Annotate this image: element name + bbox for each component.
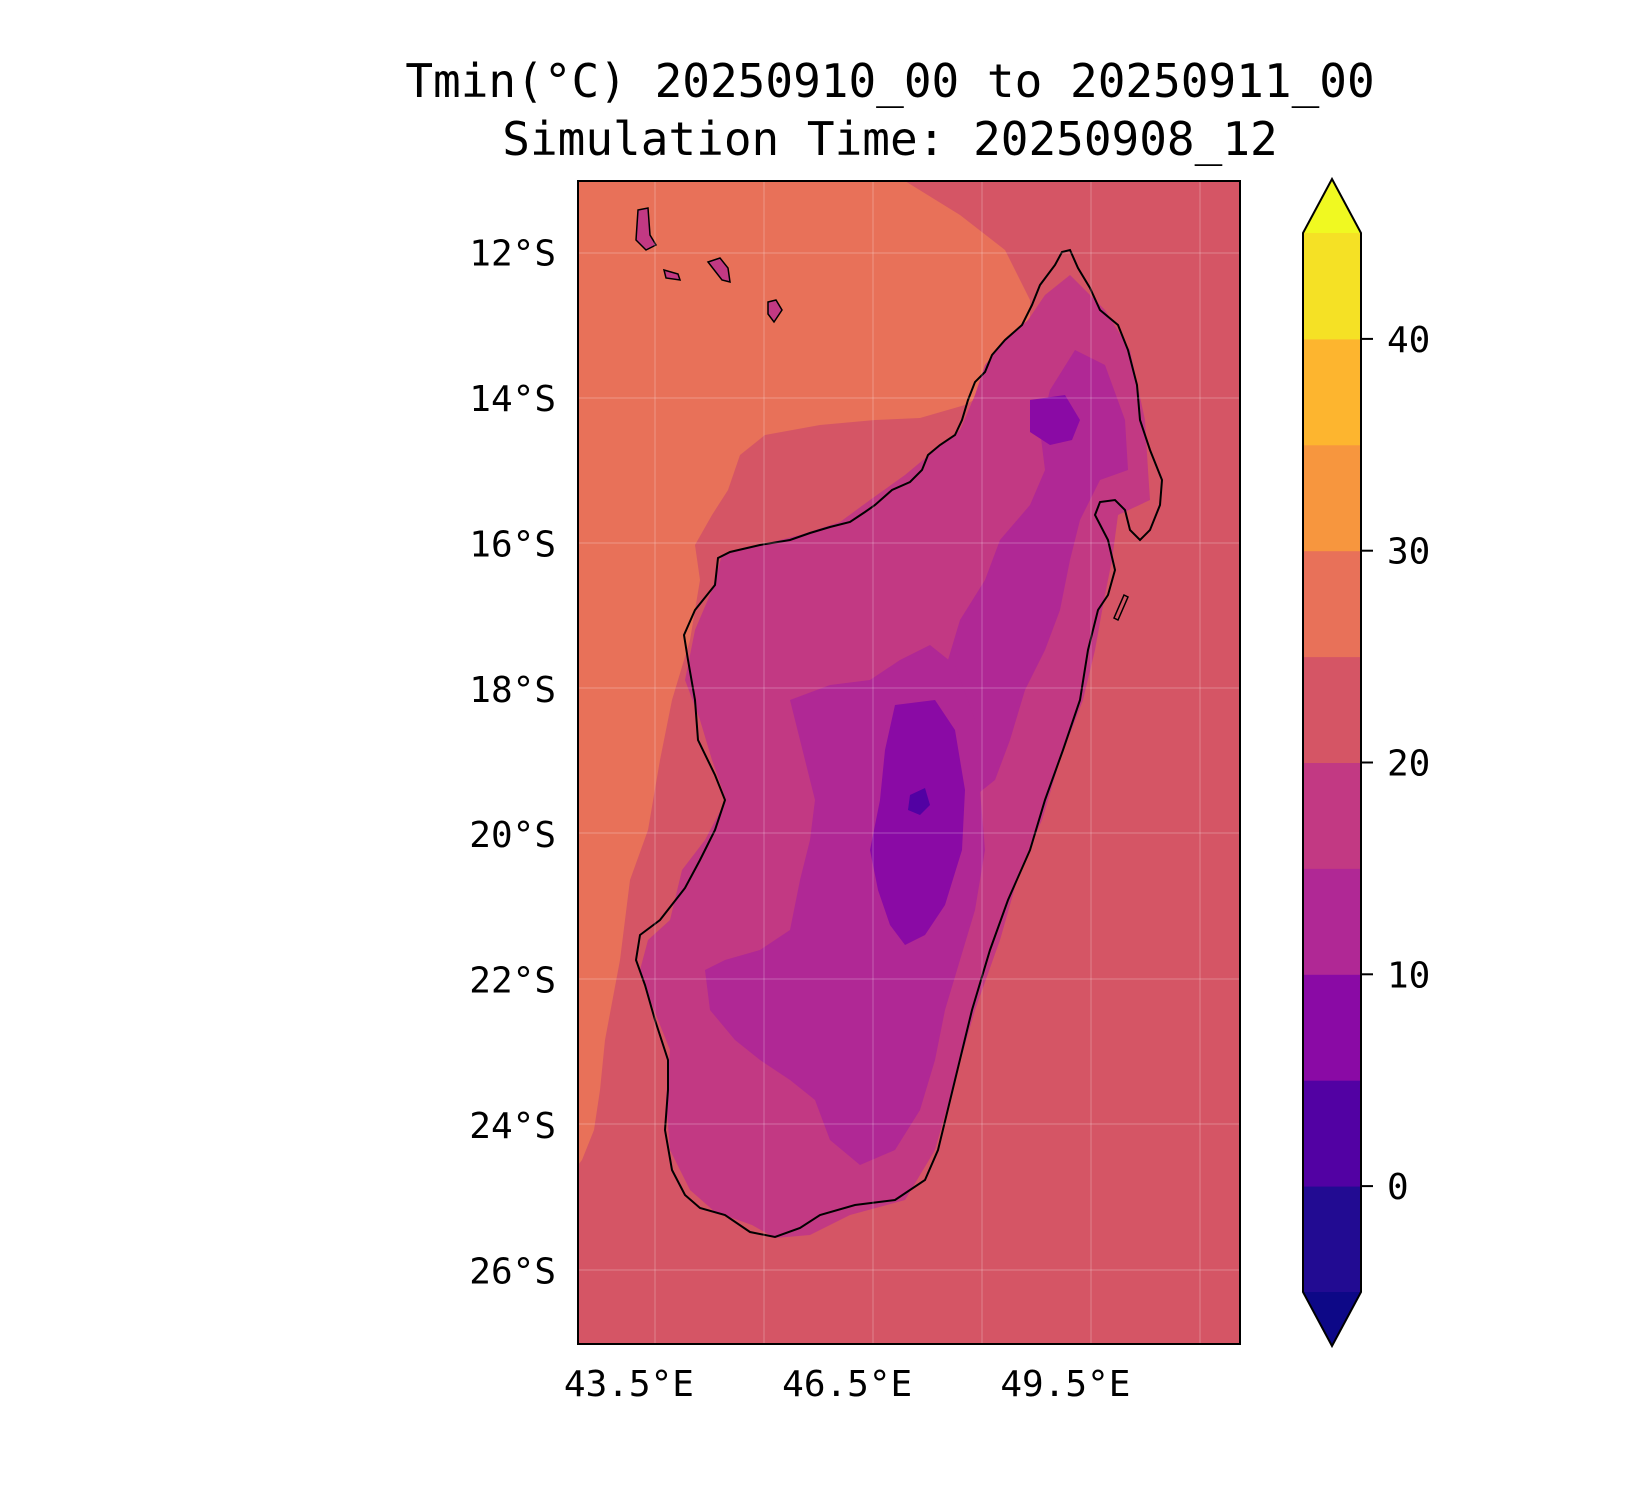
colorbar-segment	[1303, 656, 1361, 763]
warm-sea-band	[578, 181, 1030, 1165]
lon-tick-label: 49.5°E	[1000, 1364, 1130, 1405]
colorbar-segment	[1303, 233, 1361, 340]
colorbar-tick-label: 40	[1387, 320, 1430, 361]
title-line-2: Simulation Time: 20250908_12	[502, 112, 1278, 166]
colorbar-segment	[1303, 974, 1361, 1081]
colorbar-segment	[1303, 550, 1361, 658]
lon-tick-label: 43.5°E	[564, 1364, 694, 1405]
colorbar-segment	[1303, 762, 1361, 869]
comoros-island-3	[706, 257, 731, 283]
lat-tick-label: 26°S	[469, 1251, 556, 1292]
madagascar-coastline	[634, 248, 1164, 1239]
lat-tick-label: 12°S	[469, 234, 556, 275]
latitude-labels: 12°S 14°S 16°S 18°S 20°S 22°S 24°S 26°S	[469, 234, 556, 1293]
comoros-island-1	[635, 207, 658, 251]
colorbar-tick-label: 0	[1387, 1167, 1409, 1208]
colorbar-segment	[1303, 1080, 1361, 1187]
colorbar-segment	[1303, 444, 1361, 552]
lat-tick-label: 24°S	[469, 1106, 556, 1147]
comoros-island-2	[662, 268, 682, 281]
sainte-marie-island	[1113, 593, 1129, 622]
plot-title: Tmin(°C) 20250910_00 to 20250911_00 Simu…	[0, 52, 1650, 168]
colorbar-under-extension	[1303, 1292, 1361, 1346]
colorbar-segment	[1303, 868, 1361, 975]
lat-tick-label: 18°S	[469, 670, 556, 711]
lat-tick-label: 14°S	[469, 379, 556, 420]
gridlines	[578, 181, 1240, 1344]
lat-tick-label: 20°S	[469, 815, 556, 856]
colorbar-segment	[1303, 1186, 1361, 1293]
colorbar-outline	[1302, 176, 1362, 1349]
lat-tick-label: 16°S	[469, 524, 556, 565]
lat-tick-label: 22°S	[469, 961, 556, 1002]
colorbar-tick-label: 10	[1387, 955, 1430, 996]
land-zone-5-10-north	[1030, 395, 1080, 445]
colorbar-segment	[1303, 338, 1361, 446]
land-zone-0-5	[908, 788, 930, 815]
lon-tick-label: 46.5°E	[782, 1364, 912, 1405]
title-line-1: Tmin(°C) 20250910_00 to 20250911_00	[405, 54, 1375, 108]
map-panel	[578, 181, 1240, 1344]
colorbar: 0 10 20 30 40	[1302, 176, 1430, 1349]
land-zone-5-10-highland	[870, 700, 965, 945]
colorbar-tick-label: 20	[1387, 744, 1430, 785]
longitude-labels: 43.5°E 46.5°E 49.5°E	[564, 1364, 1131, 1405]
colorbar-over-extension	[1303, 179, 1361, 233]
land-zone-10-15-north	[935, 350, 1128, 800]
colorbar-tick-label: 30	[1387, 532, 1430, 573]
map-frame	[577, 180, 1241, 1345]
mayotte-island	[767, 299, 783, 324]
